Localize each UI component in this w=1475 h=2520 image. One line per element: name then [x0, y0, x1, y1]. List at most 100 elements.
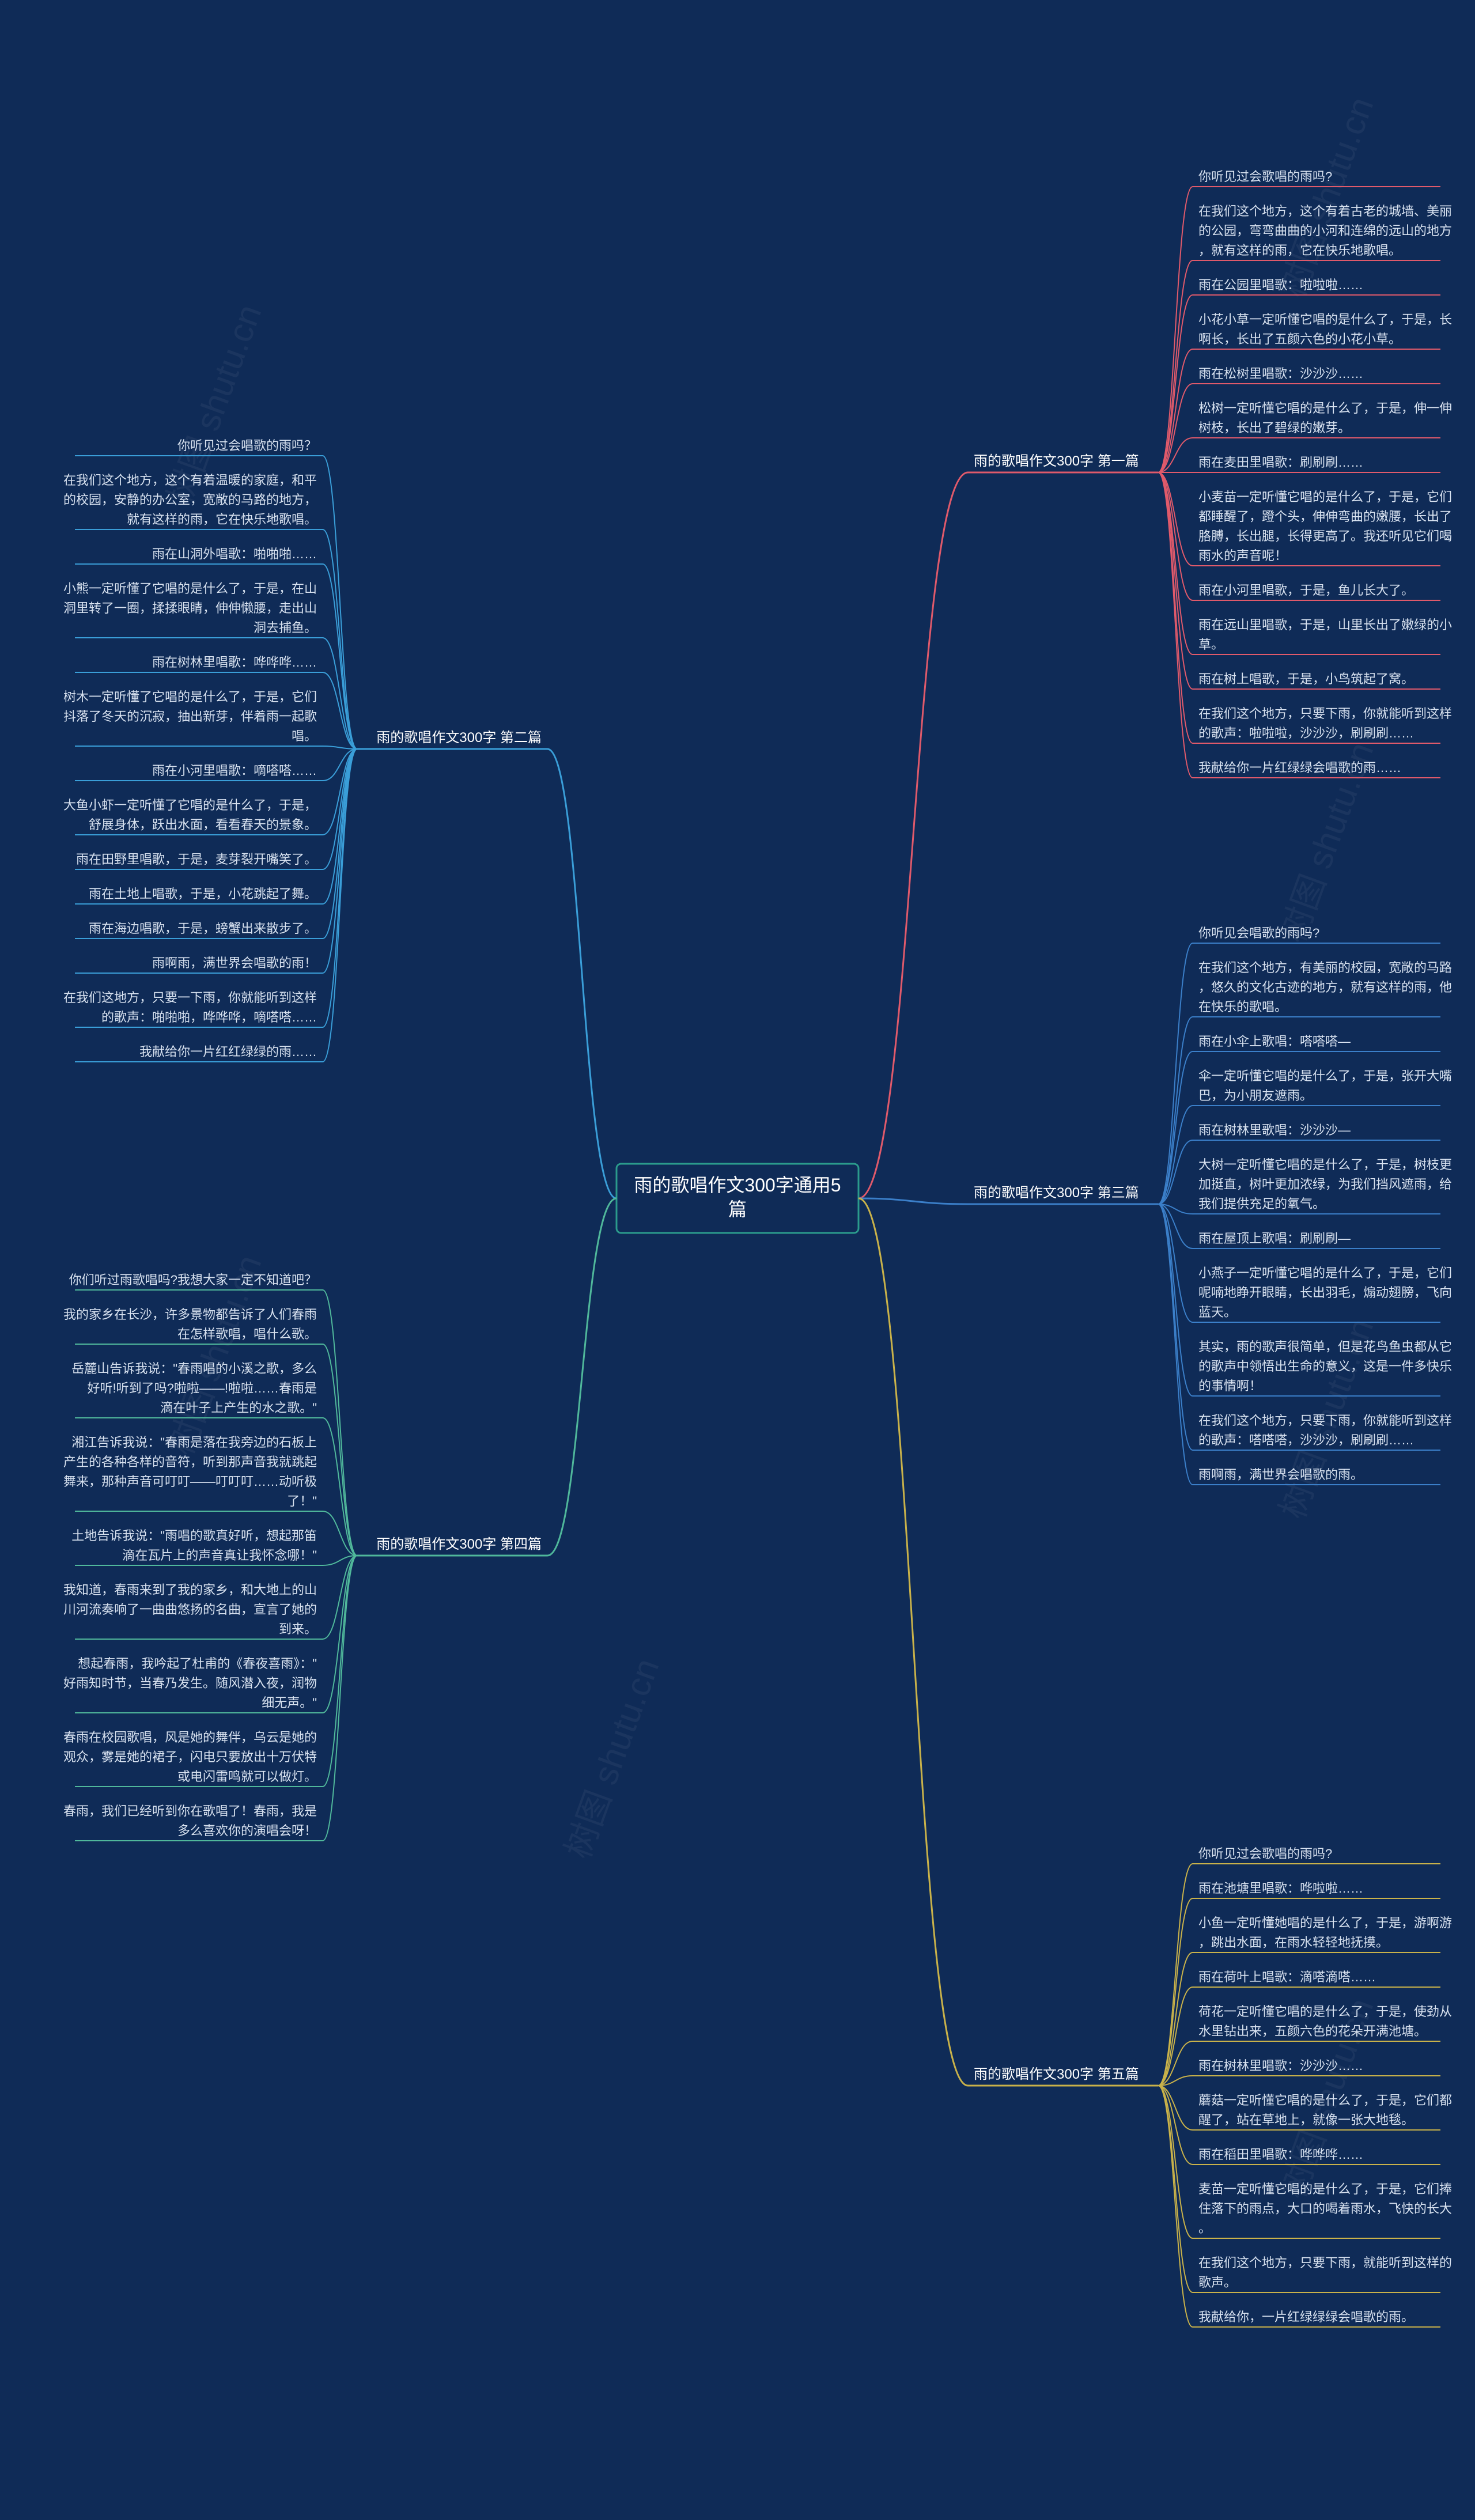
- leaf-text: 土地告诉我说："雨唱的歌真好听，想起那笛滴在瓦片上的声音真让我怀念哪！": [71, 1528, 317, 1562]
- leaf-text: 小熊一定听懂了它唱的是什么了，于是，在山洞里转了一圈，揉揉眼睛，伸伸懒腰，走出山…: [63, 581, 317, 635]
- leaf-connector: [323, 1344, 357, 1556]
- leaf-text: 春雨在校园歌唱，风是她的舞伴，乌云是她的观众，雾是她的裙子，闪电只要放出十万伏特…: [63, 1730, 317, 1784]
- branch-connector: [858, 1198, 968, 2086]
- leaf-text: 雨在稻田里唱歌：哗哗哗……: [1198, 2147, 1363, 2162]
- leaf-text: 雨在屋顶上歌唱：刷刷刷—: [1198, 1231, 1351, 1246]
- leaf-text: 雨在树上唱歌，于是，小鸟筑起了窝。: [1198, 672, 1414, 686]
- leaf-connector: [1158, 472, 1193, 566]
- leaf-connector: [1158, 2086, 1193, 2165]
- leaf-connector: [1158, 1898, 1193, 2086]
- leaf-text: 小鱼一定听懂她唱的是什么了，于是，游啊游，跳出水面，在雨水轻轻地抚摸。: [1198, 1916, 1452, 1950]
- leaf-text: 岳麓山告诉我说："春雨唱的小溪之歌，多么好听!听到了吗?啦啦——!啦啦……春雨是…: [71, 1361, 317, 1415]
- svg-text:树图 shutu.cn: 树图 shutu.cn: [558, 1653, 666, 1863]
- leaf-text: 大鱼小虾一定听懂了它唱的是什么了，于是，舒展身体，跃出水面，看看春天的景象。: [63, 798, 317, 832]
- mindmap-canvas: 树图 shutu.cn树图 shutu.cn树图 shutu.cn树图 shut…: [0, 0, 1475, 2520]
- leaf-text: 伞一定听懂它唱的是什么了，于是，张开大嘴巴，为小朋友遮雨。: [1198, 1069, 1452, 1103]
- branch-connector: [858, 472, 968, 1198]
- leaf-text: 雨啊雨，满世界会唱歌的雨。: [1198, 1467, 1363, 1482]
- leaf-connector: [323, 564, 357, 749]
- leaf-text: 小麦苗一定听懂它唱的是什么了，于是，它们都睡醒了，蹬个头，伸伸弯曲的嫩腰，长出了…: [1198, 490, 1452, 563]
- leaf-text: 雨在公园里唱歌：啦啦啦……: [1198, 278, 1363, 292]
- leaf-text: 雨在荷叶上唱歌：滴嗒滴嗒……: [1198, 1970, 1376, 1984]
- leaf-connector: [1158, 1106, 1193, 1204]
- leaf-connector: [1158, 472, 1193, 689]
- leaf-connector: [323, 749, 357, 869]
- leaf-text: 荷花一定听懂它唱的是什么了，于是，使劲从水里钻出来，五颜六色的花朵开满池塘。: [1198, 2004, 1452, 2038]
- watermark: 树图 shutu.cn: [1273, 92, 1381, 302]
- b1: 雨的歌唱作文300字 第一篇 你听见过会歌唱的雨吗? 在我们这个地方，这个有着古老的…: [858, 169, 1452, 1198]
- leaf-connector: [1158, 2086, 1193, 2327]
- branch-connector: [858, 1198, 968, 1204]
- leaf-connector: [323, 456, 357, 749]
- leaf-connector: [1158, 1987, 1193, 2086]
- leaf-connector: [323, 749, 357, 1062]
- leaf-text: 雨在海边唱歌，于是，螃蟹出来散步了。: [89, 921, 317, 936]
- leaf-connector: [323, 1556, 357, 1787]
- leaf-text: 雨在山洞外唱歌：啪啪啪……: [152, 547, 317, 561]
- leaf-connector: [1158, 384, 1193, 472]
- leaf-text: 雨在树林里唱歌：哗哗哗……: [152, 655, 317, 669]
- leaf-connector: [1158, 943, 1193, 1204]
- leaf-text: 雨在松树里唱歌：沙沙沙……: [1198, 366, 1363, 381]
- leaf-text: 在我们这个地方，这个有着古老的城墙、美丽的公园，弯弯曲曲的小河和连绵的远山的地方…: [1198, 204, 1452, 258]
- leaf-text: 雨啊雨，满世界会唱歌的雨！: [152, 956, 317, 970]
- leaf-text: 小花小草一定听懂它唱的是什么了，于是，长啊长，长出了五颜六色的小花小草。: [1198, 312, 1452, 346]
- leaf-text: 雨在树林里唱歌：沙沙沙……: [1198, 2059, 1363, 2073]
- leaf-text: 春雨，我们已经听到你在歌唱了！春雨，我是多么喜欢你的演唱会呀！: [63, 1804, 317, 1838]
- leaf-connector: [1158, 2086, 1193, 2292]
- leaf-text: 在我们这个地方，只要下雨，你就能听到这样的歌声：啦啦啦，沙沙沙，刷刷刷……: [1198, 706, 1452, 740]
- leaf-text: 雨在土地上唱歌，于是，小花跳起了舞。: [89, 887, 317, 901]
- leaf-text: 你听见过会唱歌的雨吗？: [177, 438, 317, 453]
- leaf-text: 雨在田野里唱歌，于是，麦芽裂开嘴笑了。: [76, 852, 317, 867]
- leaf-text: 雨在小伞上歌唱：嗒嗒嗒—: [1198, 1034, 1351, 1049]
- branch-connector: [547, 749, 617, 1198]
- leaf-connector: [323, 749, 357, 973]
- leaf-text: 在我们这个地方，有美丽的校园，宽敞的马路，悠久的文化古迹的地方，就有这样的雨，他…: [1198, 960, 1452, 1014]
- leaf-connector: [323, 529, 357, 749]
- leaf-connector: [1158, 1204, 1193, 1396]
- leaf-connector: [1158, 1864, 1193, 2086]
- leaf-text: 松树一定听懂它唱的是什么了，于是，伸一伸树枝，长出了碧绿的嫩芽。: [1198, 401, 1452, 435]
- watermark: 树图 shutu.cn: [558, 1653, 666, 1863]
- leaf-text: 我的家乡在长沙，许多景物都告诉了人们春雨在怎样歌唱，唱什么歌。: [63, 1307, 317, 1341]
- leaf-text: 雨在麦田里唱歌：刷刷刷……: [1198, 455, 1363, 470]
- leaf-text: 小燕子一定听懂它唱的是什么了，于是，它们呢喃地睁开眼睛，长出羽毛，煽动翅膀，飞向…: [1198, 1266, 1452, 1319]
- leaf-text: 在我们这个地方，只要下雨，就能听到这样的歌声。: [1198, 2256, 1452, 2290]
- leaf-connector: [1158, 472, 1193, 743]
- leaf-text: 麦苗一定听懂它唱的是什么了，于是，它们捧住落下的雨点，大口的喝着雨水，飞快的长大…: [1198, 2182, 1452, 2235]
- branch-label: 雨的歌唱作文300字 第四篇: [376, 1537, 542, 1552]
- leaf-text: 湘江告诉我说："春雨是落在我旁边的石板上产生的各种各样的音符，听到那声音我就跳起…: [63, 1435, 317, 1508]
- leaf-text: 想起春雨，我吟起了杜甫的《春夜喜雨》："好雨知时节，当春乃发生。随风潜入夜，润物…: [63, 1656, 317, 1710]
- leaf-connector: [323, 1556, 357, 1639]
- leaf-connector: [1158, 260, 1193, 472]
- leaf-text: 雨在树林里歌唱：沙沙沙—: [1198, 1123, 1351, 1137]
- leaf-text: 我献给你一片红绿绿会唱歌的雨……: [1198, 760, 1401, 775]
- b3: 雨的歌唱作文300字 第三篇 你听见会唱歌的雨吗? 在我们这个地方，有美丽的校园，宽…: [858, 926, 1452, 1485]
- b2: 雨的歌唱作文300字 第二篇 你听见过会唱歌的雨吗？ 在我们这个地方，这个有着温暖的…: [63, 438, 617, 1198]
- leaf-text: 我知道，春雨来到了我的家乡，和大地上的山川河流奏响了一曲曲悠扬的名曲，宣言了她的…: [63, 1583, 317, 1636]
- leaf-text: 你听见过会歌唱的雨吗?: [1198, 1847, 1332, 1861]
- branch-label: 雨的歌唱作文300字 第一篇: [974, 453, 1139, 469]
- leaf-text: 雨在小河里唱歌，于是，鱼儿长大了。: [1198, 583, 1414, 597]
- leaf-text: 我献给你，一片红绿绿绿会唱歌的雨。: [1198, 2310, 1414, 2324]
- leaf-text: 雨在小河里唱歌：嘀嗒嗒……: [152, 763, 317, 778]
- branch-label: 雨的歌唱作文300字 第五篇: [974, 2067, 1139, 2082]
- leaf-connector: [1158, 1017, 1193, 1204]
- leaf-text: 你听见会唱歌的雨吗?: [1198, 926, 1319, 940]
- b4: 雨的歌唱作文300字 第四篇 你们听过雨歌唱吗?我想大家一定不知道吧？ 我的家乡在长…: [63, 1198, 617, 1841]
- branch-connector: [547, 1198, 617, 1556]
- center-node: 雨的歌唱作文300字通用5篇: [617, 1164, 858, 1233]
- branch-label: 雨的歌唱作文300字 第三篇: [974, 1185, 1139, 1201]
- leaf-connector: [1158, 1204, 1193, 1450]
- branch-label: 雨的歌唱作文300字 第二篇: [376, 730, 542, 746]
- leaf-text: 树木一定听懂了它唱的是什么了，于是，它们抖落了冬天的沉寂，抽出新芽，伴着雨一起歌…: [63, 690, 317, 743]
- leaf-text: 我献给你一片红红绿绿的雨……: [139, 1045, 317, 1059]
- svg-text:树图 shutu.cn: 树图 shutu.cn: [1273, 92, 1381, 302]
- leaf-text: 你听见过会歌唱的雨吗?: [1198, 169, 1332, 184]
- leaf-text: 在我们这个地方，这个有着温暖的家庭，和平的校园，安静的办公室，宽敞的马路的地方，…: [63, 473, 317, 527]
- leaf-text: 在我们这地方，只要一下雨，你就能听到这样的歌声：啪啪啪，哗哗哗，嘀嗒嗒……: [63, 990, 317, 1024]
- leaf-text: 大树一定听懂它唱的是什么了，于是，树枝更加挺直，树叶更加浓绿，为我们挡风遮雨，给…: [1198, 1157, 1452, 1211]
- leaf-text: 你们听过雨歌唱吗?我想大家一定不知道吧？: [69, 1273, 317, 1287]
- center-title: 雨的歌唱作文300字通用5篇: [634, 1175, 841, 1220]
- leaf-text: 雨在远山里唱歌，于是，山里长出了嫩绿的小草。: [1198, 618, 1452, 652]
